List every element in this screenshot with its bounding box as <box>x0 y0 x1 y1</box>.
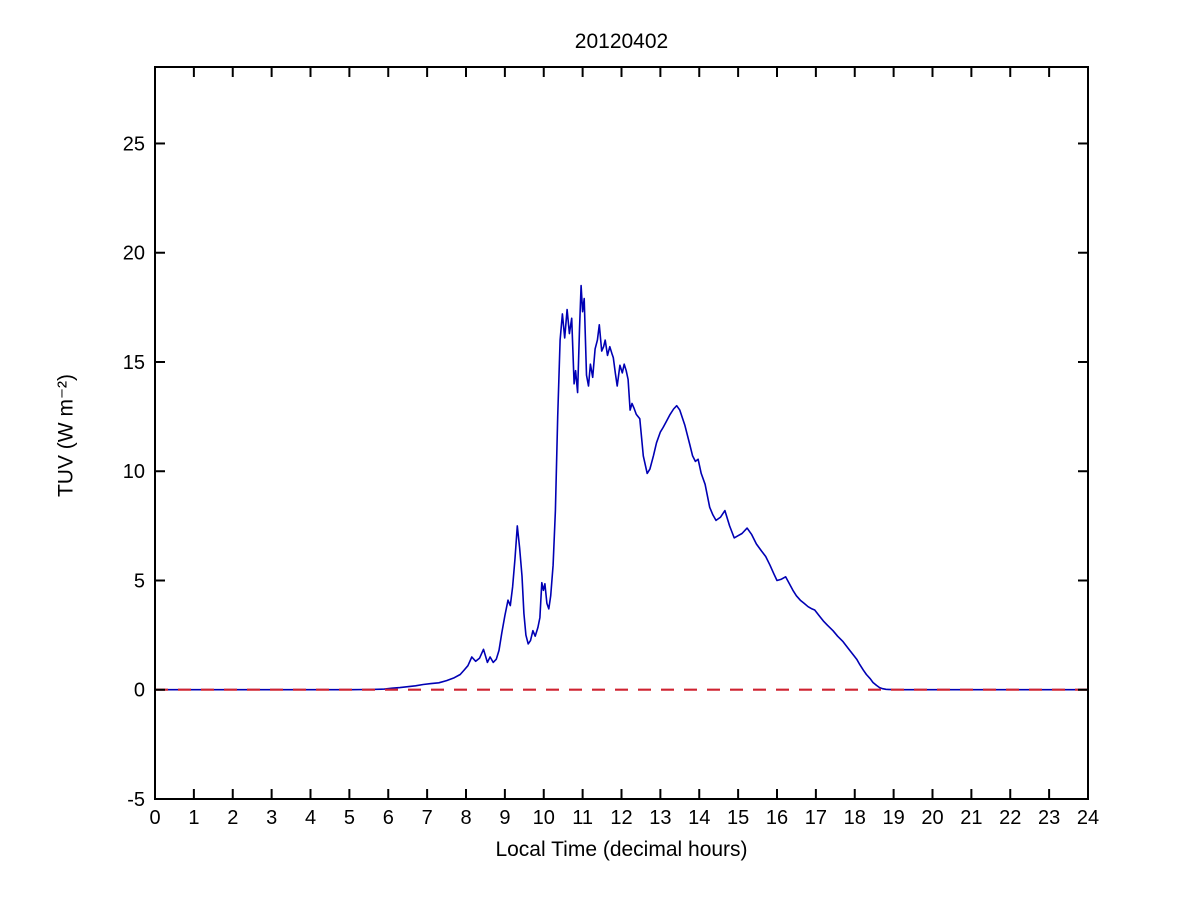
x-tick-label: 8 <box>460 807 471 829</box>
x-tick-label: 22 <box>999 807 1021 829</box>
x-tick-label: 4 <box>305 807 316 829</box>
x-tick-label: 24 <box>1077 807 1099 829</box>
x-tick-label: 3 <box>266 807 277 829</box>
x-tick-label: 13 <box>649 807 671 829</box>
x-tick-label: 11 <box>572 807 593 829</box>
y-tick-label: -5 <box>127 789 145 811</box>
x-tick-label: 5 <box>344 807 355 829</box>
chart-title: 20120402 <box>574 30 669 53</box>
y-tick-label: 20 <box>123 243 145 265</box>
x-tick-label: 15 <box>727 807 749 829</box>
x-tick-label: 2 <box>227 807 238 829</box>
y-tick-label: 15 <box>123 352 145 374</box>
y-axis-label: TUV (W m⁻²) <box>54 373 78 498</box>
x-tick-label: 10 <box>533 807 555 829</box>
x-tick-label: 6 <box>383 807 394 829</box>
x-tick-label: 21 <box>960 807 982 829</box>
y-tick-label: 10 <box>123 461 145 483</box>
x-tick-label: 19 <box>883 807 905 829</box>
x-tick-label: 7 <box>422 807 433 829</box>
y-tick-label: 5 <box>134 570 145 592</box>
x-axis-label: Local Time (decimal hours) <box>495 838 748 861</box>
x-tick-label: 16 <box>766 807 788 829</box>
y-tick-label: 25 <box>123 133 145 155</box>
x-tick-label: 9 <box>499 807 510 829</box>
x-tick-label: 18 <box>844 807 866 829</box>
y-tick-label: 0 <box>134 680 145 702</box>
x-tick-label: 1 <box>188 807 199 829</box>
x-tick-label: 14 <box>688 807 710 829</box>
x-tick-label: 17 <box>805 807 827 829</box>
x-tick-label: 12 <box>610 807 632 829</box>
x-tick-label: 23 <box>1038 807 1060 829</box>
x-tick-label: 20 <box>921 807 943 829</box>
series-tuv-irradiance <box>155 284 1088 691</box>
x-tick-label: 0 <box>149 807 160 829</box>
